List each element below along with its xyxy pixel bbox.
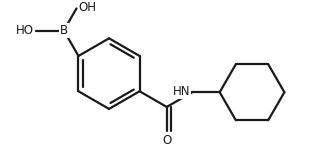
Text: HN: HN [173, 85, 190, 98]
Text: O: O [162, 134, 171, 147]
Text: B: B [60, 24, 68, 37]
Text: HO: HO [16, 24, 34, 37]
Text: OH: OH [78, 1, 97, 14]
